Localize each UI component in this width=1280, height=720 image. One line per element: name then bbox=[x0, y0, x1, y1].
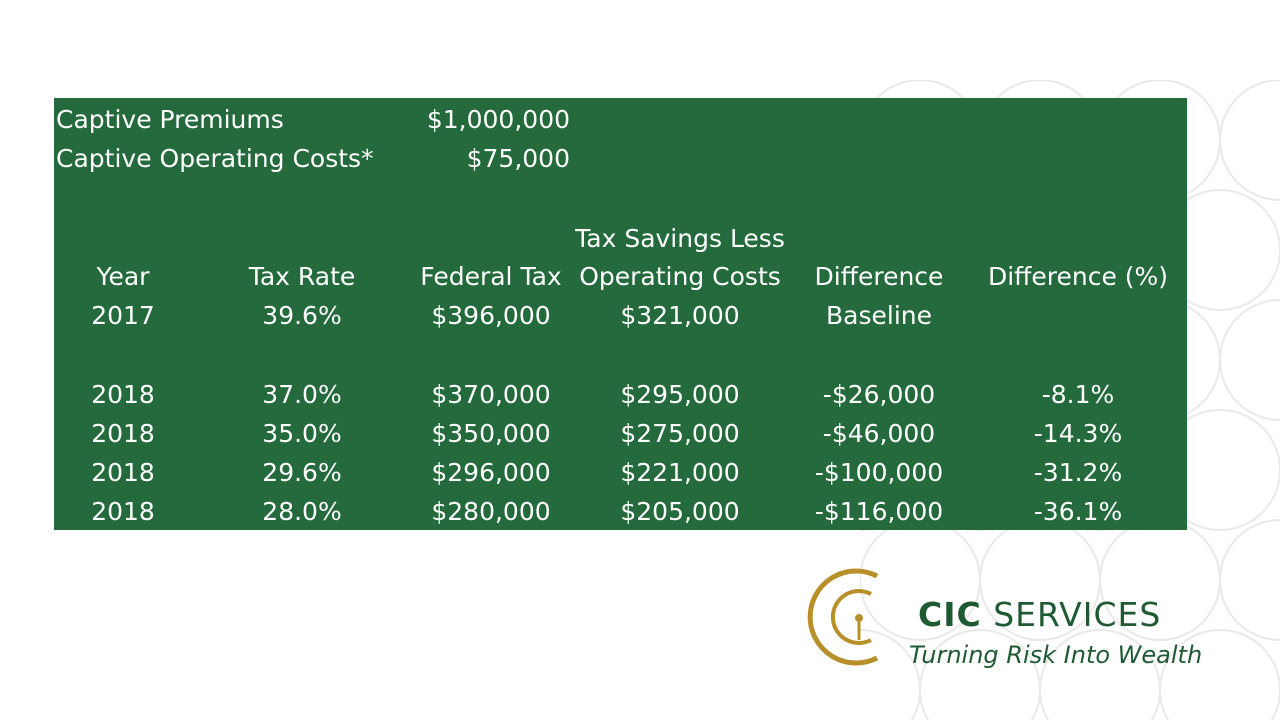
cic-emblem-icon bbox=[807, 568, 879, 666]
premiums-value: $1,000,000 bbox=[426, 105, 570, 134]
row-year: 2018 bbox=[91, 458, 155, 487]
row-savings: $295,000 bbox=[620, 380, 740, 409]
baseline-federal-tax: $396,000 bbox=[431, 301, 551, 330]
row-savings: $275,000 bbox=[620, 419, 740, 448]
row-difference-pct: -14.3% bbox=[1033, 419, 1123, 448]
row-savings: $205,000 bbox=[620, 497, 740, 526]
brand-name: CIC SERVICES bbox=[918, 595, 1162, 634]
operating-costs-value: $75,000 bbox=[466, 144, 570, 173]
row-difference-pct: -8.1% bbox=[1041, 380, 1115, 409]
row-year: 2018 bbox=[91, 380, 155, 409]
tax-savings-table: Captive Premiums $1,000,000 Captive Oper… bbox=[54, 98, 1187, 530]
header-federal-tax: Federal Tax bbox=[420, 262, 562, 291]
premiums-label: Captive Premiums bbox=[56, 105, 284, 134]
row-federal-tax: $350,000 bbox=[431, 419, 551, 448]
brand-tagline: Turning Risk Into Wealth bbox=[909, 641, 1203, 669]
row-difference-pct: -31.2% bbox=[1033, 458, 1123, 487]
baseline-tax-rate: 39.6% bbox=[262, 301, 342, 330]
row-difference: -$116,000 bbox=[814, 497, 944, 526]
baseline-year: 2017 bbox=[91, 301, 155, 330]
header-savings-line2: Operating Costs bbox=[579, 262, 781, 291]
row-tax-rate: 37.0% bbox=[262, 380, 342, 409]
header-difference: Difference bbox=[814, 262, 944, 291]
header-tax-rate: Tax Rate bbox=[248, 262, 356, 291]
header-savings-line1: Tax Savings Less bbox=[575, 224, 785, 253]
row-savings: $221,000 bbox=[620, 458, 740, 487]
row-difference-pct: -36.1% bbox=[1033, 497, 1123, 526]
row-year: 2018 bbox=[91, 497, 155, 526]
baseline-savings: $321,000 bbox=[620, 301, 740, 330]
row-federal-tax: $280,000 bbox=[431, 497, 551, 526]
row-tax-rate: 28.0% bbox=[262, 497, 342, 526]
baseline-difference: Baseline bbox=[826, 301, 932, 330]
row-federal-tax: $296,000 bbox=[431, 458, 551, 487]
header-difference-pct: Difference (%) bbox=[987, 262, 1169, 291]
operating-costs-label: Captive Operating Costs* bbox=[56, 144, 374, 173]
row-tax-rate: 35.0% bbox=[262, 419, 342, 448]
cic-services-logo: CIC SERVICES Turning Risk Into Wealth bbox=[805, 562, 1205, 674]
row-tax-rate: 29.6% bbox=[262, 458, 342, 487]
row-year: 2018 bbox=[91, 419, 155, 448]
row-difference: -$46,000 bbox=[822, 419, 936, 448]
row-difference: -$26,000 bbox=[822, 380, 936, 409]
row-federal-tax: $370,000 bbox=[431, 380, 551, 409]
row-difference: -$100,000 bbox=[814, 458, 944, 487]
header-year: Year bbox=[96, 262, 150, 291]
